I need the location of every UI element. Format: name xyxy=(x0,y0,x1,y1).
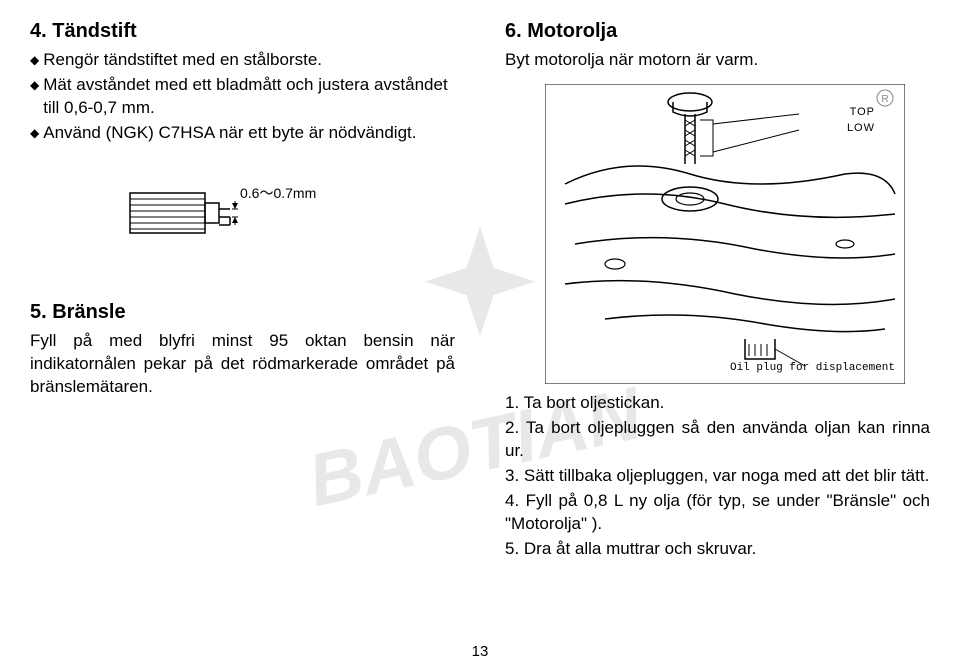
left-column: 4. Tändstift ◆ Rengör tändstiftet med en… xyxy=(30,20,480,658)
oil-top-label: TOP xyxy=(850,106,875,118)
bullet-item: ◆ Rengör tändstiftet med en stålborste. xyxy=(30,49,455,72)
step-item: 5. Dra åt alla muttrar och skruvar. xyxy=(505,538,930,561)
oil-plug-label: Oil plug for displacement xyxy=(730,362,895,374)
oil-low-label: LOW xyxy=(847,122,875,134)
section6-heading: 6. Motorolja xyxy=(505,20,930,43)
step-item: 1. Ta bort oljestickan. xyxy=(505,392,930,415)
bullet-item: ◆ Mät avståndet med ett bladmått och jus… xyxy=(30,74,455,120)
svg-text:R: R xyxy=(881,94,888,105)
section5-text: Fyll på med blyfri minst 95 oktan bensin… xyxy=(30,330,455,399)
bullet-text: Rengör tändstiftet med en stålborste. xyxy=(43,49,322,72)
bullet-text: Mät avståndet med ett bladmått och juste… xyxy=(43,74,455,120)
diamond-icon: ◆ xyxy=(30,125,39,145)
section6-intro: Byt motorolja när motorn är varm. xyxy=(505,49,930,72)
bullet-item: ◆ Använd (NGK) C7HSA när ett byte är nöd… xyxy=(30,122,455,145)
diamond-icon: ◆ xyxy=(30,52,39,72)
diamond-icon: ◆ xyxy=(30,77,39,120)
oil-figure: R xyxy=(545,84,905,384)
sparkplug-gap-label: 0.6～0.7mm xyxy=(240,183,316,203)
section6-steps: 1. Ta bort oljestickan. 2. Ta bort oljep… xyxy=(505,392,930,561)
right-column: 6. Motorolja Byt motorolja när motorn är… xyxy=(480,20,930,658)
section5: 5. Bränsle Fyll på med blyfri minst 95 o… xyxy=(30,301,455,399)
step-item: 4. Fyll på 0,8 L ny olja (för typ, se un… xyxy=(505,490,930,536)
step-item: 2. Ta bort oljepluggen så den använda ol… xyxy=(505,417,930,463)
step-item: 3. Sätt tillbaka oljepluggen, var noga m… xyxy=(505,465,930,488)
section5-heading: 5. Bränsle xyxy=(30,301,455,324)
sparkplug-figure: 0.6～0.7mm xyxy=(120,173,320,253)
section4-heading: 4. Tändstift xyxy=(30,20,455,43)
bullet-text: Använd (NGK) C7HSA när ett byte är nödvä… xyxy=(43,122,416,145)
